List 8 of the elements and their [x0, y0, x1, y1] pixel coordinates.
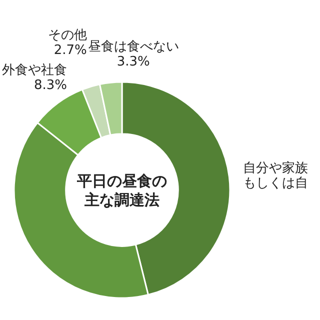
data-label: 3.3% — [116, 54, 150, 70]
text: 平日の昼食の主な調達法 — [76, 172, 167, 209]
slice-label: 自分や家族もしくは自 — [243, 160, 308, 192]
data-label: 2.7% — [54, 43, 87, 58]
slice-label: 昼食は食べない — [88, 40, 179, 55]
slice-label: 外食や社食 — [2, 62, 67, 78]
slice-label: その他 — [48, 28, 87, 44]
data-label: 8.3% — [34, 78, 67, 93]
